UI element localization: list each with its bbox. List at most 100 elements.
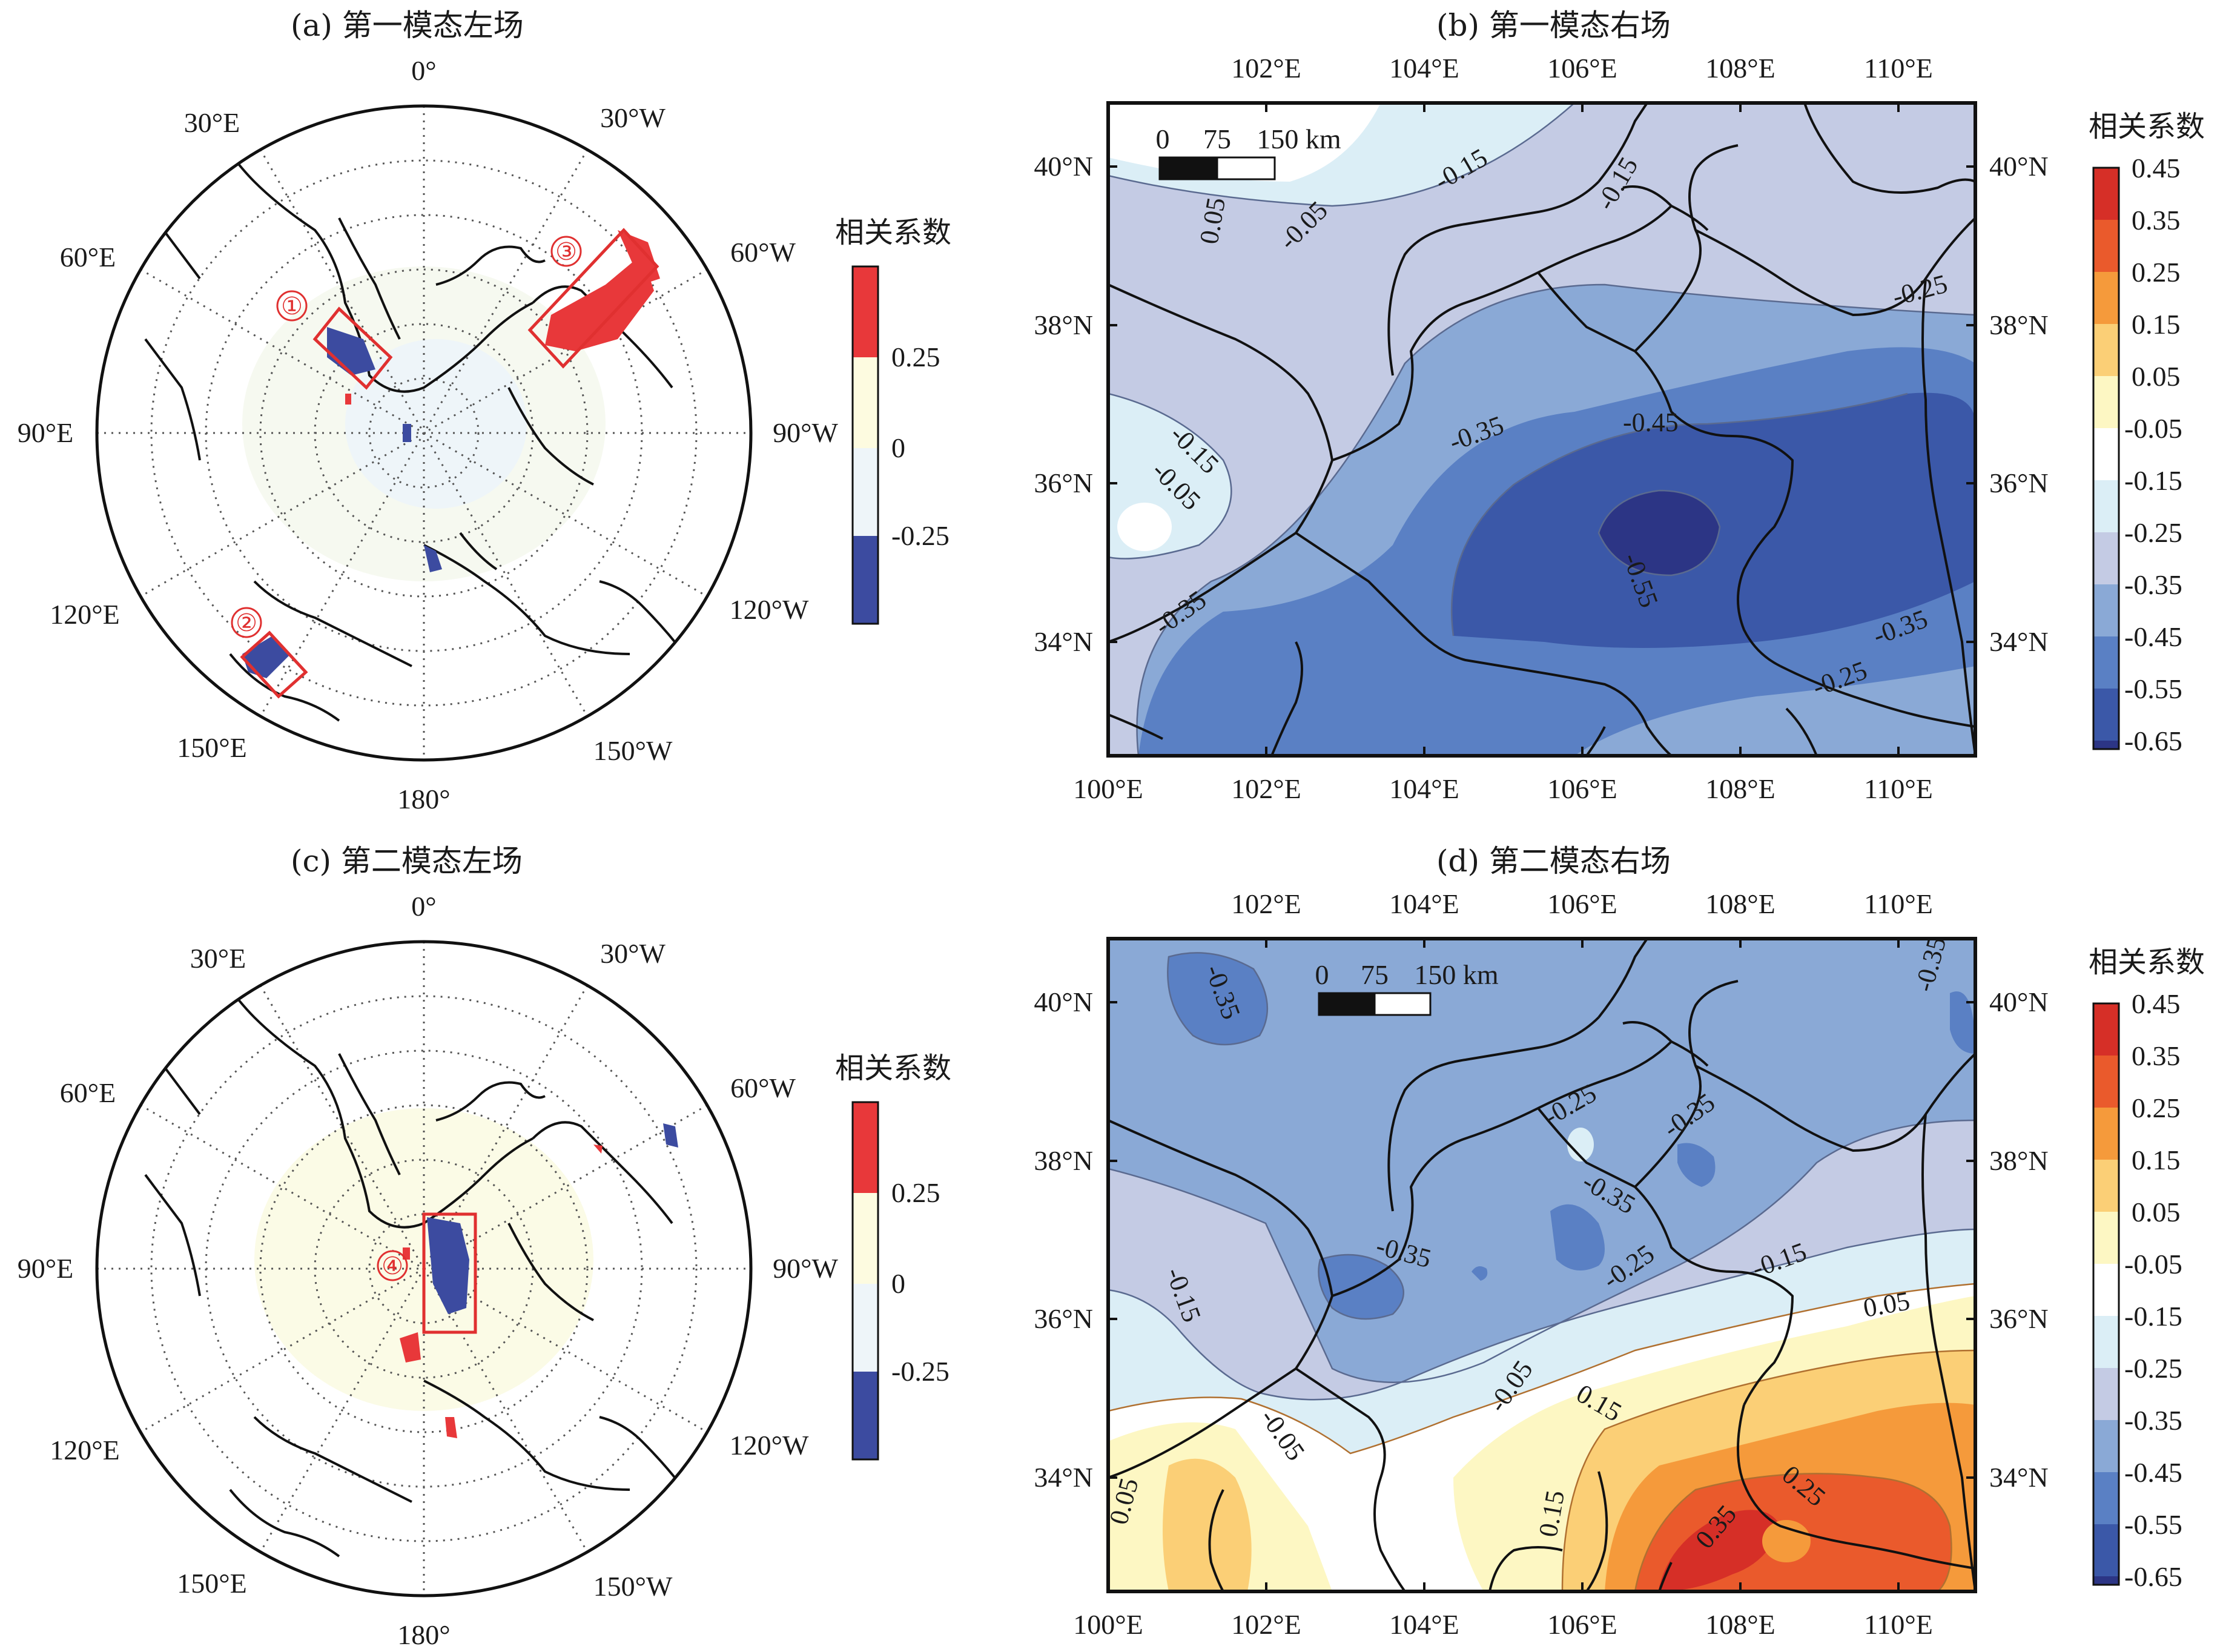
- svg-text:34°N: 34°N: [1989, 626, 2049, 657]
- polar-label-60w: 60°W: [730, 237, 796, 268]
- svg-text:-0.55: -0.55: [2124, 673, 2182, 704]
- svg-text:0.15: 0.15: [2132, 1145, 2181, 1175]
- svg-text:相关系数: 相关系数: [835, 1051, 951, 1085]
- svg-text:相关系数: 相关系数: [2089, 945, 2205, 979]
- svg-text:106°E: 106°E: [1547, 888, 1617, 919]
- svg-text:36°N: 36°N: [1989, 468, 2049, 498]
- svg-text:104°E: 104°E: [1389, 773, 1459, 804]
- svg-text:150°W: 150°W: [593, 1571, 673, 1602]
- svg-text:-0.55: -0.55: [2124, 1509, 2182, 1540]
- svg-text:-0.35: -0.35: [2124, 1405, 2182, 1436]
- colorbar-b: 相关系数 0.45 0.35 0.25 0.15 0.05 -0.05 -0.1…: [2089, 110, 2205, 756]
- svg-text:36°N: 36°N: [1034, 1303, 1093, 1334]
- svg-text:120°W: 120°W: [730, 1430, 809, 1461]
- polar-label-30e: 30°E: [184, 107, 240, 138]
- polar-label-150e: 150°E: [177, 732, 247, 763]
- svg-text:75: 75: [1361, 959, 1389, 990]
- scale-bar-b: 0 75 150 km: [1156, 124, 1341, 180]
- svg-text:0.35: 0.35: [2132, 205, 2181, 236]
- svg-text:38°N: 38°N: [1989, 309, 2049, 340]
- polar-label-120e: 120°E: [50, 599, 120, 630]
- svg-text:相关系数: 相关系数: [835, 216, 951, 249]
- svg-text:60°E: 60°E: [60, 1077, 116, 1108]
- region-marker-2: ②: [231, 607, 262, 638]
- polar-map-c: ④ 0° 180° 30°E 30°W 60°E 60°W 90°E 90°W …: [18, 891, 839, 1650]
- svg-text:102°E: 102°E: [1231, 888, 1301, 919]
- svg-text:0.25: 0.25: [2132, 1092, 2181, 1123]
- svg-text:120°E: 120°E: [50, 1435, 120, 1465]
- svg-text:0°: 0°: [411, 891, 436, 922]
- panel-c-title: (c) 第二模态左场: [291, 844, 523, 879]
- svg-text:150 km: 150 km: [1414, 959, 1499, 990]
- svg-text:106°E: 106°E: [1547, 773, 1617, 804]
- svg-text:0.05: 0.05: [2132, 1197, 2181, 1227]
- svg-text:0: 0: [1156, 124, 1170, 154]
- polar-label-90w: 90°W: [773, 417, 838, 448]
- svg-text:38°N: 38°N: [1034, 1145, 1093, 1176]
- svg-text:104°E: 104°E: [1389, 888, 1459, 919]
- svg-text:-0.25: -0.25: [2124, 1353, 2182, 1384]
- regional-map-d: -0.35 -0.35 -0.25 -0.35 -0.35 -0.35 -0.2…: [1034, 888, 2048, 1640]
- polar-label-30w: 30°W: [600, 102, 666, 133]
- svg-text:90°W: 90°W: [773, 1253, 838, 1284]
- svg-text:30°W: 30°W: [600, 938, 666, 969]
- svg-text:102°E: 102°E: [1231, 53, 1301, 84]
- svg-text:40°N: 40°N: [1034, 986, 1093, 1017]
- panel-b-title: (b) 第一模态右场: [1436, 8, 1671, 43]
- svg-text:40°N: 40°N: [1989, 986, 2049, 1017]
- colorbar-b-swatches: [2093, 168, 2119, 749]
- polar-label-0: 0°: [411, 55, 436, 86]
- panel-a-title: (a) 第一模态左场: [291, 8, 524, 43]
- svg-text:100°E: 100°E: [1073, 773, 1143, 804]
- svg-text:38°N: 38°N: [1034, 309, 1093, 340]
- svg-text:0.35: 0.35: [2132, 1040, 2181, 1071]
- svg-text:34°N: 34°N: [1034, 1462, 1093, 1493]
- svg-text:0.45: 0.45: [2132, 988, 2181, 1019]
- svg-text:30°E: 30°E: [190, 943, 246, 974]
- svg-text:-0.65: -0.65: [2124, 725, 2182, 756]
- svg-text:106°E: 106°E: [1547, 53, 1617, 84]
- svg-text:40°N: 40°N: [1034, 151, 1093, 182]
- svg-text:108°E: 108°E: [1705, 53, 1775, 84]
- svg-text:108°E: 108°E: [1705, 773, 1775, 804]
- colorbar-c: 相关系数 0.25 0 -0.25: [835, 1051, 951, 1461]
- polar-label-90e: 90°E: [18, 417, 74, 448]
- svg-text:34°N: 34°N: [1989, 1462, 2049, 1493]
- svg-text:110°E: 110°E: [1864, 1609, 1933, 1640]
- svg-text:108°E: 108°E: [1705, 1609, 1775, 1640]
- svg-text:③: ③: [555, 238, 577, 266]
- svg-text:-0.25: -0.25: [891, 520, 950, 551]
- polar-label-150w: 150°W: [593, 735, 673, 766]
- svg-text:0.25: 0.25: [2132, 257, 2181, 288]
- svg-text:-0.05: -0.05: [2124, 413, 2182, 444]
- svg-text:150 km: 150 km: [1257, 124, 1341, 154]
- svg-text:④: ④: [382, 1252, 403, 1280]
- svg-text:110°E: 110°E: [1864, 888, 1933, 919]
- svg-text:102°E: 102°E: [1231, 773, 1301, 804]
- svg-text:40°N: 40°N: [1989, 151, 2049, 182]
- svg-text:36°N: 36°N: [1989, 1303, 2049, 1334]
- svg-text:-0.45: -0.45: [2124, 1457, 2182, 1488]
- colorbar-a: 相关系数 0.25 0 -0.25: [835, 216, 951, 625]
- svg-text:0.15: 0.15: [2132, 309, 2181, 340]
- colorbar-d: 相关系数 0.45 0.35 0.25 0.15 0.05 -0.05 -0.1…: [2089, 945, 2205, 1592]
- svg-text:108°E: 108°E: [1705, 888, 1775, 919]
- panel-d-title: (d) 第二模态右场: [1436, 844, 1671, 879]
- svg-text:-0.45: -0.45: [2124, 621, 2182, 652]
- svg-text:180°: 180°: [397, 1619, 450, 1650]
- svg-text:0: 0: [1315, 959, 1329, 990]
- svg-text:0: 0: [891, 1268, 905, 1299]
- region-marker-4: ④: [377, 1250, 408, 1281]
- region-marker-1: ①: [276, 290, 308, 322]
- svg-text:34°N: 34°N: [1034, 626, 1093, 657]
- svg-text:60°W: 60°W: [730, 1072, 796, 1103]
- svg-text:38°N: 38°N: [1989, 1145, 2049, 1176]
- svg-text:①: ①: [281, 292, 303, 320]
- svg-text:106°E: 106°E: [1547, 1609, 1617, 1640]
- svg-text:75: 75: [1203, 124, 1231, 154]
- svg-text:-0.05: -0.05: [2124, 1249, 2182, 1280]
- svg-text:110°E: 110°E: [1864, 773, 1933, 804]
- svg-text:-0.25: -0.25: [891, 1356, 950, 1387]
- svg-text:100°E: 100°E: [1073, 1609, 1143, 1640]
